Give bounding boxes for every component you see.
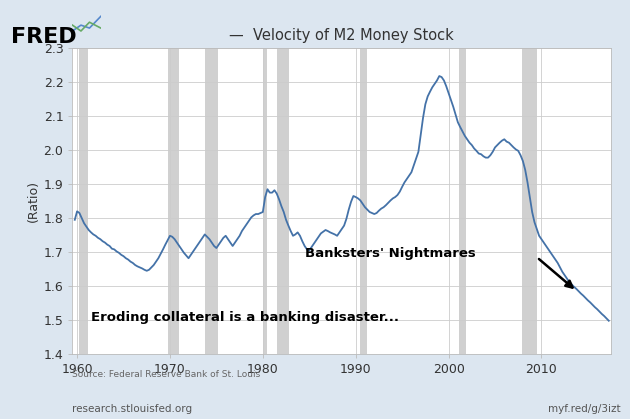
- Text: FRED: FRED: [11, 27, 77, 47]
- Bar: [459, 48, 466, 354]
- Bar: [79, 48, 88, 354]
- Text: research.stlouisfed.org: research.stlouisfed.org: [72, 404, 193, 414]
- Text: Eroding collateral is a banking disaster...: Eroding collateral is a banking disaster…: [91, 311, 399, 324]
- Text: Banksters' Nightmares: Banksters' Nightmares: [305, 247, 476, 260]
- Bar: [360, 48, 367, 354]
- Y-axis label: (Ratio): (Ratio): [26, 180, 40, 222]
- Bar: [263, 48, 268, 354]
- Text: Source: Federal Reserve Bank of St. Louis: Source: Federal Reserve Bank of St. Loui…: [72, 370, 261, 379]
- Title: —  Velocity of M2 Money Stock: — Velocity of M2 Money Stock: [229, 28, 454, 43]
- Bar: [522, 48, 537, 354]
- Bar: [277, 48, 289, 354]
- Bar: [205, 48, 218, 354]
- Text: myf.red/g/3izt: myf.red/g/3izt: [548, 404, 621, 414]
- Bar: [168, 48, 178, 354]
